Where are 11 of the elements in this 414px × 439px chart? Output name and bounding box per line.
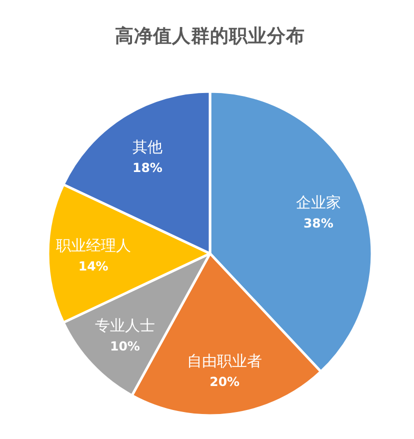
slice-label: 自由职业者 [187, 352, 262, 370]
data-label: 10% [110, 338, 140, 354]
data-label: 38% [303, 216, 334, 231]
data-label: 20% [210, 374, 240, 390]
slice-label: 专业人士 [94, 316, 155, 334]
chart-title: 高净值人群的职业分布 [115, 25, 305, 47]
slice-label: 企业家 [296, 194, 341, 212]
data-label: 14% [78, 258, 109, 274]
data-label: 18% [132, 160, 163, 176]
slice-label: 其他 [132, 138, 162, 156]
slice-label: 职业经理人 [56, 236, 131, 254]
